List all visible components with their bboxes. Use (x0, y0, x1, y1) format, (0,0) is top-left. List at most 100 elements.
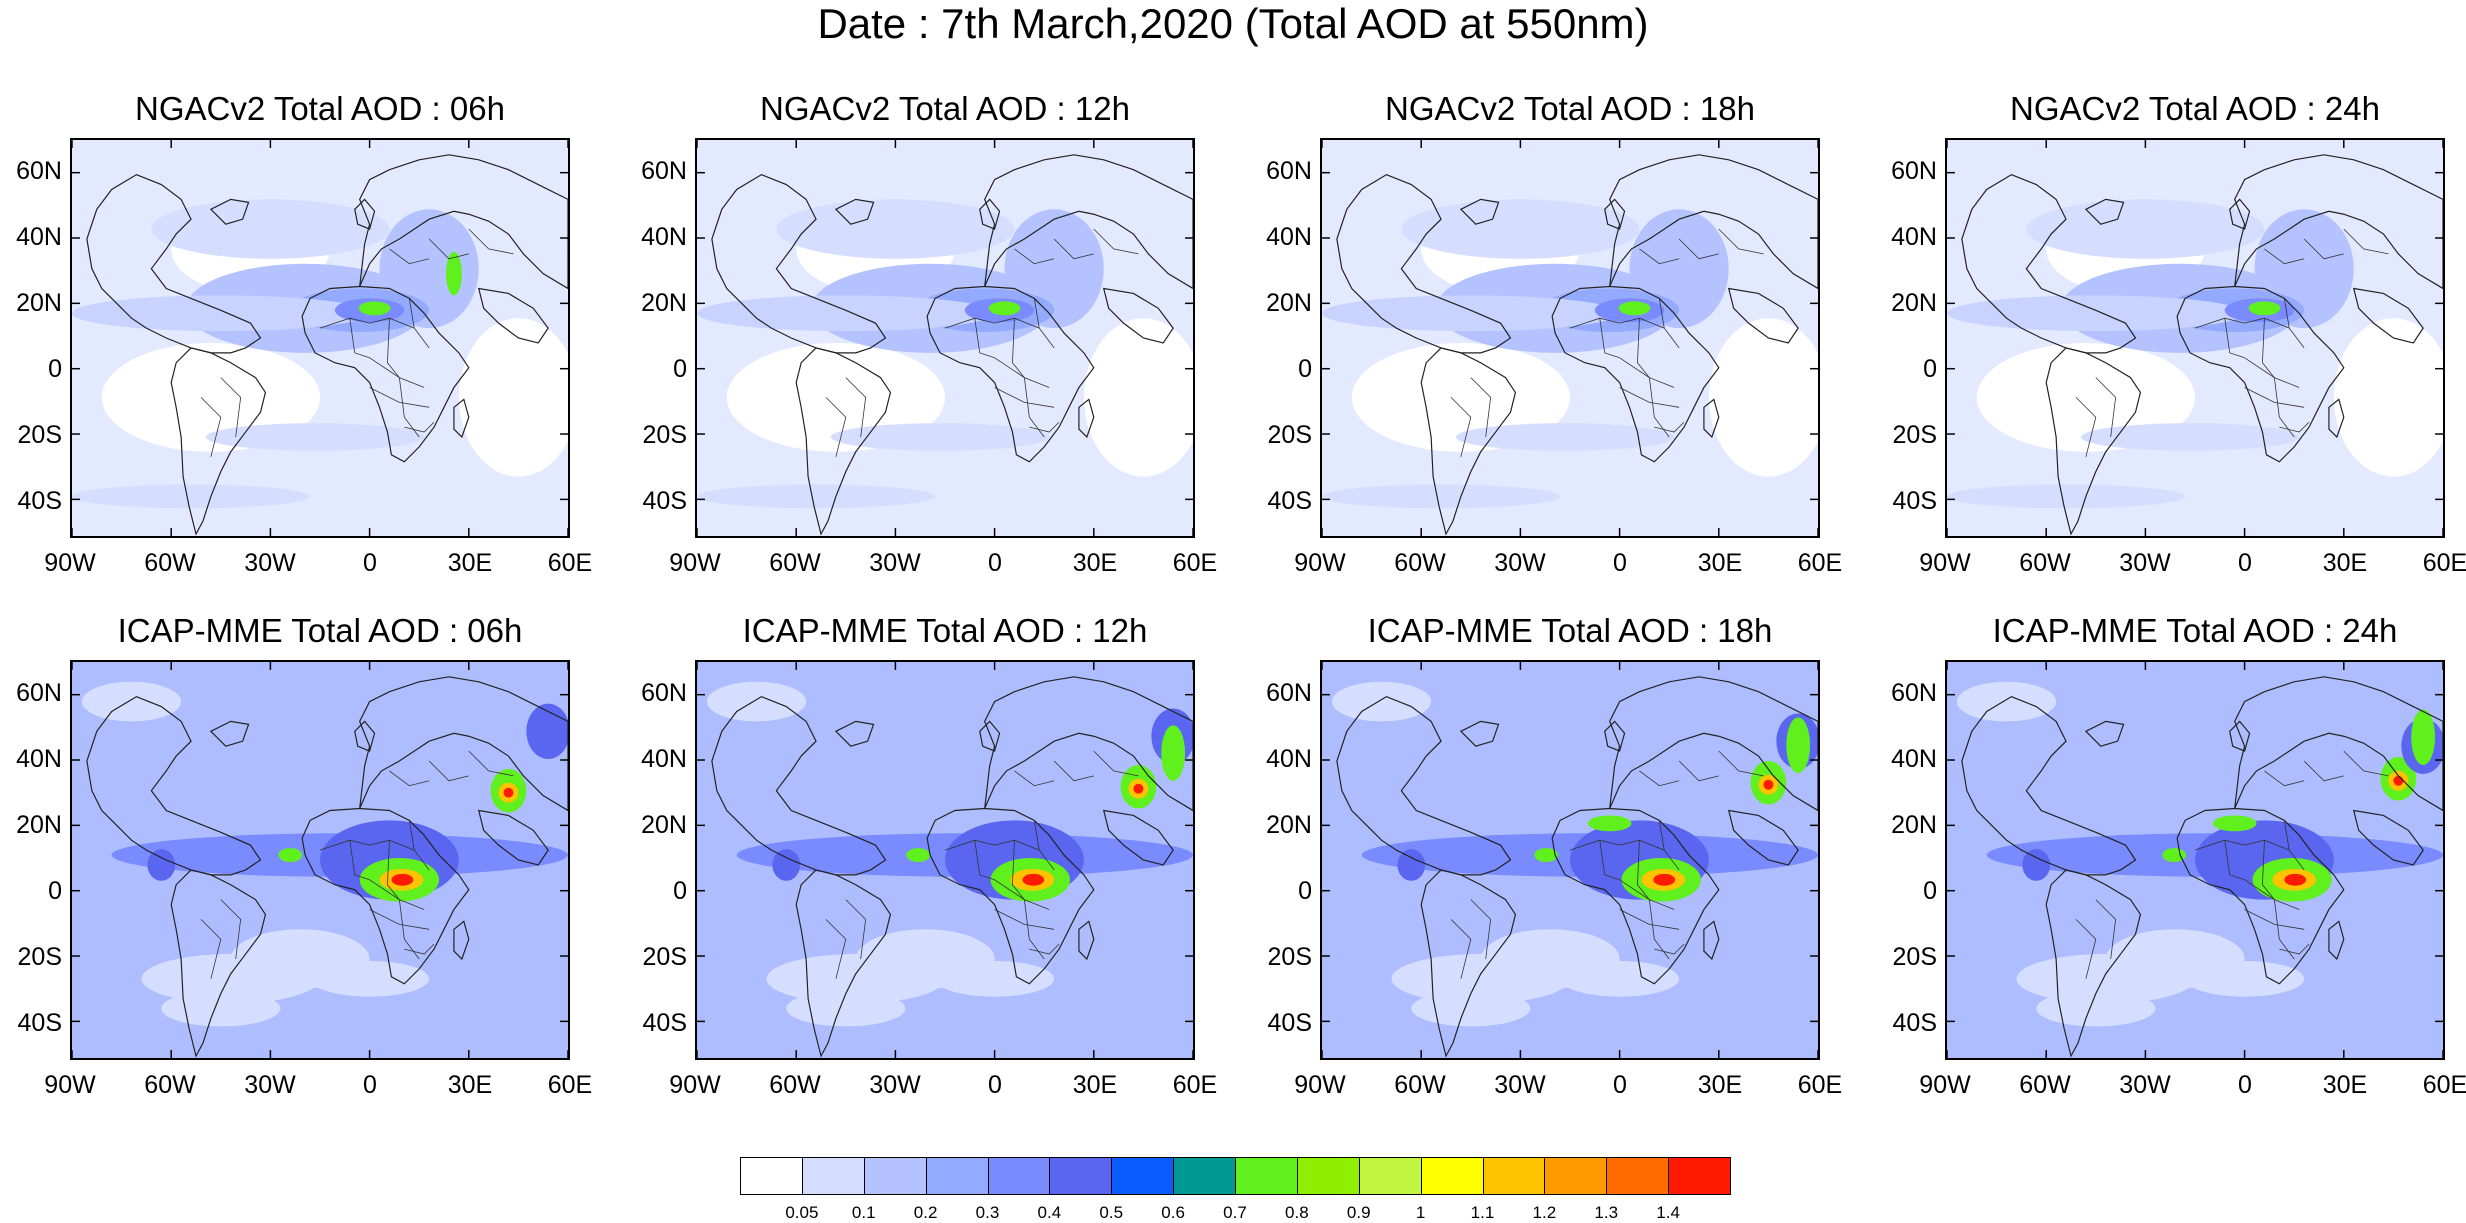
lon-tick-label: 30W (1494, 1071, 1546, 1099)
lon-tick-label: 0 (1613, 1071, 1627, 1099)
country-border (220, 899, 242, 960)
country-border (428, 238, 469, 260)
lat-tick-label: 40N (1891, 745, 1937, 773)
lat-tick-label: 60N (1891, 157, 1937, 185)
aod-plume (1322, 295, 1620, 332)
aod-plume (1022, 873, 1045, 886)
lat-tick-label: 20N (1266, 811, 1312, 839)
aod-plume (697, 295, 995, 332)
colorbar-swatch (740, 1157, 803, 1195)
coastline (984, 154, 1193, 290)
lat-tick-label: 20N (16, 289, 62, 317)
lat-tick-label: 20N (1891, 289, 1937, 317)
lon-tick-label: 30W (2119, 549, 2171, 577)
lon-tick-label: 0 (1613, 549, 1627, 577)
lon-tick-label: 0 (988, 549, 1002, 577)
lat-tick-label: 0 (48, 877, 62, 905)
country-border (387, 318, 400, 378)
country-border (2095, 377, 2117, 438)
country-border (1648, 899, 1670, 960)
lon-tick-label: 30E (2322, 1071, 2368, 1099)
colorbar-swatch (1606, 1157, 1670, 1195)
colorbar-label: 0.5 (1099, 1203, 1124, 1222)
aod-plume (1763, 779, 1774, 790)
aod-plume (278, 848, 303, 862)
aod-plume (1956, 681, 2057, 722)
lat-tick-label: 40S (1892, 1009, 1937, 1037)
lat-tick-label: 60N (1266, 679, 1312, 707)
coastline (86, 173, 262, 354)
country-border (1639, 248, 1680, 265)
country-border (1033, 298, 1055, 349)
coastline (2328, 920, 2345, 961)
lat-tick-label: 40N (16, 223, 62, 251)
aod-map (70, 138, 570, 538)
colorbar-label: 0.4 (1037, 1203, 1062, 1222)
country-border (944, 839, 1040, 851)
coastline (477, 809, 549, 866)
coastline (795, 347, 892, 536)
aod-plume (1618, 301, 1651, 316)
country-border (2303, 760, 2344, 782)
country-border (2262, 840, 2275, 900)
coastline (477, 287, 549, 344)
country-border (1014, 770, 1055, 787)
country-border (2224, 318, 2245, 359)
lon-tick-label: 90W (1294, 1071, 1346, 1099)
aod-plume (526, 703, 568, 760)
coastline (2176, 285, 2345, 463)
coastline (359, 154, 568, 290)
country-border (2194, 839, 2290, 851)
coastline (2352, 287, 2424, 344)
aod-plume (772, 849, 801, 881)
lon-tick-label: 0 (2238, 1071, 2252, 1099)
lat-tick-label: 20S (1267, 421, 1312, 449)
country-border (408, 298, 430, 349)
aod-plume (2022, 849, 2051, 881)
clean-air-region (1708, 318, 1818, 477)
coastline (354, 198, 376, 230)
coastline (359, 676, 568, 812)
aod-plume (1947, 484, 2186, 509)
lat-tick-label: 60N (641, 679, 687, 707)
country-border (2264, 770, 2305, 787)
country-border (2262, 318, 2275, 378)
colorbar-label: 1 (1415, 1203, 1426, 1222)
colorbar-swatch (863, 1157, 927, 1195)
lon-tick-label: 30E (2322, 549, 2368, 577)
panel-title: NGACv2 Total AOD : 24h (2010, 90, 2380, 127)
map-panel: ICAP-MME Total AOD : 24h 60N 40N 20N 0 20S 40S… (1875, 612, 2466, 1112)
lon-tick-label: 0 (363, 1071, 377, 1099)
lat-tick-label: 40N (1266, 745, 1312, 773)
colorbar-label: 0.7 (1223, 1203, 1247, 1222)
country-border (2244, 387, 2305, 408)
lat-tick-label: 0 (1298, 355, 1312, 383)
lon-tick-label: 90W (669, 549, 721, 577)
country-border (994, 387, 1055, 408)
country-border (349, 318, 370, 359)
lat-tick-label: 40S (17, 487, 62, 515)
colorbar-swatch (1296, 1157, 1360, 1195)
lon-tick-label: 60W (2019, 1071, 2071, 1099)
country-border (319, 839, 415, 851)
lat-tick-label: 0 (1923, 355, 1937, 383)
aod-plume (391, 873, 414, 886)
lat-tick-label: 20N (1891, 811, 1937, 839)
aod-plume (2411, 709, 2436, 765)
map-canvas (1322, 140, 1818, 536)
lat-tick-label: 20S (1892, 943, 1937, 971)
map-panel: ICAP-MME Total AOD : 12h 60N 40N 20N 0 20S 40S… (625, 612, 1225, 1112)
aod-plume (776, 199, 1015, 259)
country-border (2343, 750, 2389, 777)
country-border (1648, 377, 1670, 438)
country-border (404, 421, 435, 433)
country-border (1658, 820, 1680, 871)
coastline (2234, 154, 2443, 290)
aod-plume (1653, 873, 1676, 886)
colorbar-label: 1.1 (1470, 1203, 1495, 1222)
colorbar-label: 1.2 (1532, 1203, 1557, 1222)
aod-plume (503, 787, 514, 798)
lat-tick-label: 40S (642, 487, 687, 515)
country-border (845, 377, 867, 438)
aod-plume (2248, 301, 2281, 316)
